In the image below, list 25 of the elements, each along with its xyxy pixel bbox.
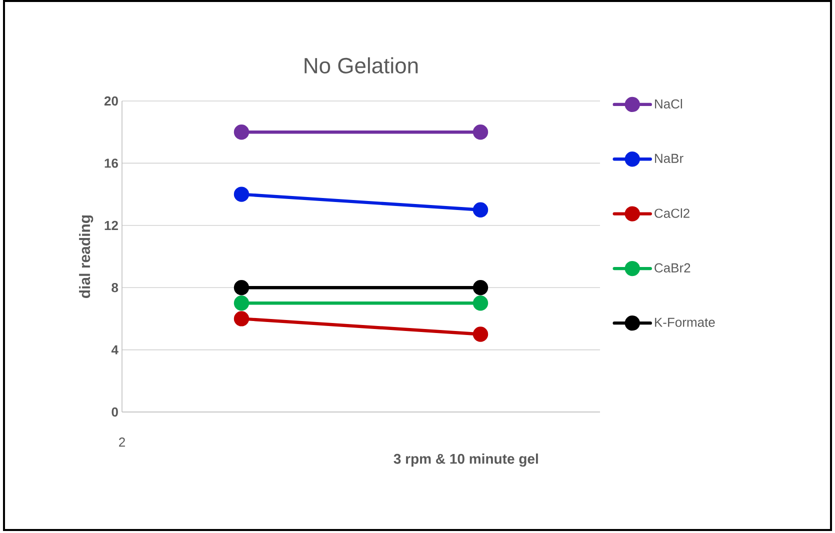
legend-label: CaCl2	[654, 208, 690, 218]
y-tick-label: 0	[112, 407, 118, 417]
point	[234, 186, 250, 202]
y-tick-label: 8	[112, 283, 118, 292]
point	[234, 124, 250, 140]
point	[472, 296, 488, 311]
y-tick-label: 4	[111, 345, 118, 354]
y-tick-label: 16	[104, 158, 118, 168]
point	[472, 202, 488, 218]
point	[472, 326, 488, 342]
legend-label: CaBr2	[654, 263, 690, 272]
text: 2	[119, 438, 125, 447]
chart-title: No Gelation	[304, 57, 418, 74]
point	[234, 280, 250, 296]
point	[234, 296, 250, 311]
x-axis-title: 3 rpm & 10 minute gel	[394, 454, 538, 467]
legend-label: NaBr	[655, 154, 684, 163]
legend-label: NaCl	[655, 98, 682, 109]
legend-label: K-Formate	[655, 318, 715, 327]
y-tick-label: 12	[104, 220, 118, 230]
point	[472, 280, 488, 296]
y-tick-label: 20	[104, 96, 118, 106]
point	[472, 124, 488, 140]
y-axis-title: dial reading	[79, 215, 94, 298]
point	[234, 311, 250, 326]
